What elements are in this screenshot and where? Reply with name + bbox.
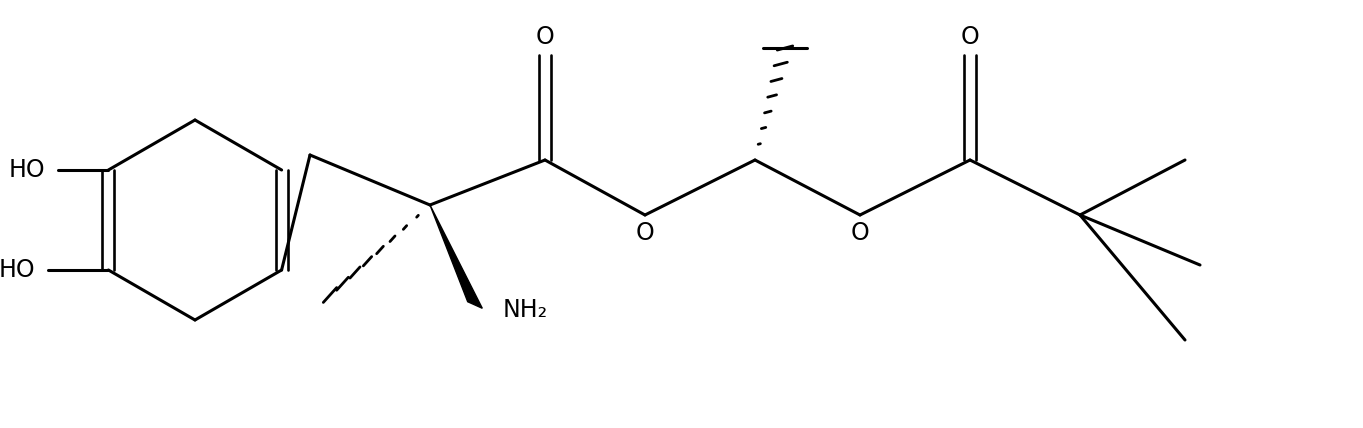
Text: HO: HO xyxy=(0,258,35,282)
Text: NH₂: NH₂ xyxy=(503,298,548,322)
Text: O: O xyxy=(635,221,654,245)
Text: HO: HO xyxy=(8,158,45,182)
Polygon shape xyxy=(429,205,483,308)
Text: O: O xyxy=(961,25,980,49)
Text: O: O xyxy=(536,25,555,49)
Text: O: O xyxy=(851,221,870,245)
